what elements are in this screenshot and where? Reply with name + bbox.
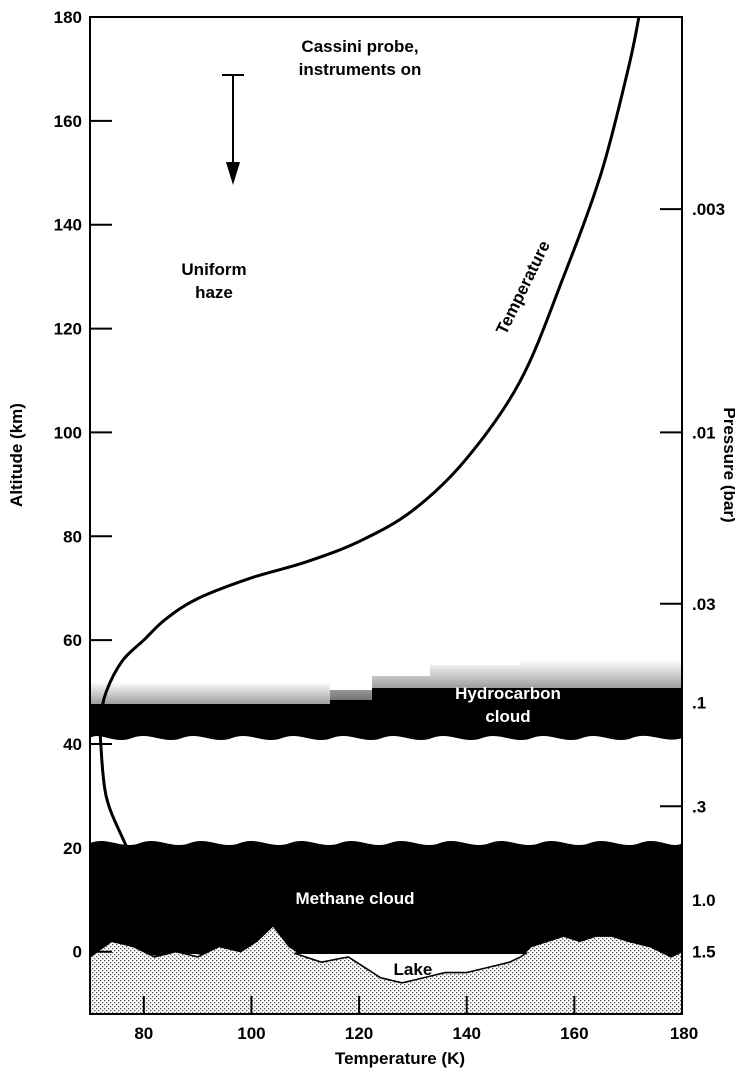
x-axis-label: Temperature (K) [335,1049,465,1068]
y-tick-label: 140 [54,216,82,235]
x-tick-label: 120 [345,1024,373,1043]
x-axis-ticks: 80 100 120 140 160 180 [134,996,698,1043]
y-tick-label: 60 [63,631,82,650]
y-tick-label: 20 [63,839,82,858]
pressure-tick-label: 1.0 [692,891,716,910]
y-tick-label: 100 [54,423,82,442]
x-tick-label: 80 [134,1024,153,1043]
y-axis-ticks: 0 20 40 60 80 100 120 140 160 180 [54,8,112,962]
haze-label-line1: Uniform [181,260,246,279]
y-axis-label: Altitude (km) [7,403,26,507]
pressure-tick-label: .003 [692,200,725,219]
methane-cloud-layer [90,840,682,959]
probe-arrow [222,74,244,185]
x-tick-label: 180 [670,1024,698,1043]
y-tick-label: 120 [54,320,82,339]
y-tick-label: 80 [63,527,82,546]
x-tick-label: 140 [453,1024,481,1043]
plot-frame [89,16,683,1015]
probe-label-line2: instruments on [299,60,422,79]
x-tick-label: 160 [560,1024,588,1043]
pressure-tick-label: .01 [692,423,716,442]
hydrocarbon-cloud-layer [90,688,682,741]
y-tick-label: 180 [54,8,82,27]
probe-label-line1: Cassini probe, [301,37,418,56]
pressure-tick-label: .3 [692,797,706,816]
methane-cloud-label: Methane cloud [295,889,414,908]
y-tick-label: 160 [54,112,82,131]
pressure-tick-label: .1 [692,693,706,712]
temperature-curve [98,17,641,953]
pressure-axis-label: Pressure (bar) [720,407,735,522]
pressure-axis-ticks: .003 .01 .03 .1 .3 1.0 1.5 [660,200,725,962]
haze-label-line2: haze [195,283,233,302]
x-tick-label: 100 [237,1024,265,1043]
pressure-tick-label: 1.5 [692,943,716,962]
hydrocarbon-cloud-label-line2: cloud [485,707,530,726]
pressure-tick-label: .03 [692,595,716,614]
y-tick-label: 40 [63,735,82,754]
lake-surface [294,952,529,984]
lake-label: Lake [394,960,433,979]
hydrocarbon-cloud-label-line1: Hydrocarbon [455,684,561,703]
y-tick-label: 0 [73,943,82,962]
